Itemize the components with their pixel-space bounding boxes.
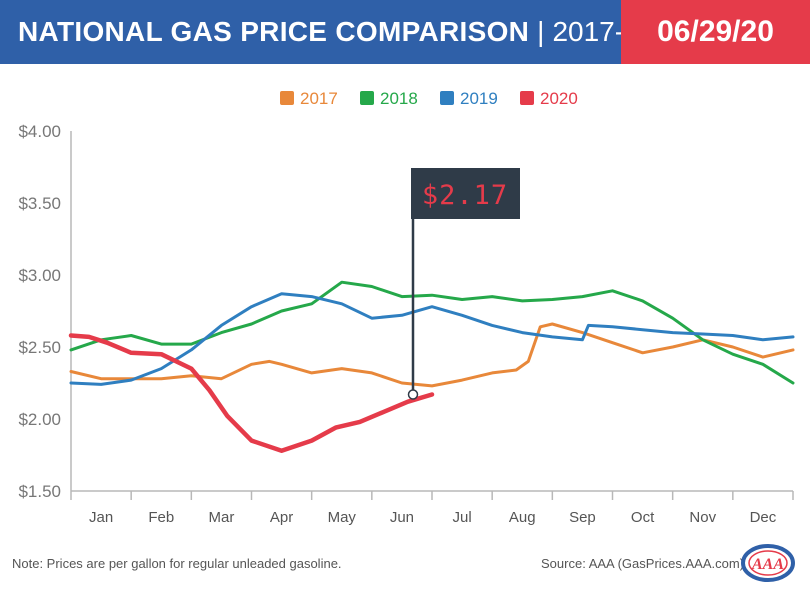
x-tick-label: Sep [569,509,596,526]
x-tick-label: Oct [631,509,655,526]
legend-label-2019: 2019 [460,89,498,108]
y-tick-label: $3.50 [18,194,61,213]
y-tick-label: $2.00 [18,410,61,429]
y-tick-label: $3.00 [18,266,61,285]
series-line-2018 [69,280,795,385]
legend-label-2020: 2020 [540,89,578,108]
source-credit: Source: AAA (GasPrices.AAA.com) [541,556,745,571]
svg-text:AAA: AAA [751,556,784,573]
y-axis: $1.50 $2.00 $2.50 $3.00 $3.50 $4.00 [18,122,72,501]
title-bar: NATIONAL GAS PRICE COMPARISON | 2017-2020 [0,0,686,64]
series-line-2017 [69,322,795,388]
legend-swatch-2018 [360,91,374,105]
y-tick-label: $1.50 [18,482,61,501]
legend-label-2017: 2017 [300,89,338,108]
chart-legend: 2017 2018 2019 2020 [280,89,578,108]
x-tick-label: Aug [509,509,536,526]
x-tick-label: Jan [89,509,113,526]
x-tick-label: May [328,509,357,526]
x-tick-label: Jul [452,509,471,526]
y-tick-label: $2.50 [18,338,61,357]
legend-swatch-2019 [440,91,454,105]
x-tick-label: Dec [750,509,777,526]
flag-anchor-point [407,389,419,400]
x-axis: Jan Feb Mar Apr May Jun Jul Aug Sep Oct Nov Dec [70,490,794,526]
footnote: Note: Prices are per gallon for regular … [12,556,342,571]
chart-title: NATIONAL GAS PRICE COMPARISON [18,16,530,47]
price-flag-annotation: $2.17 [407,168,520,400]
x-tick-label: Jun [390,509,414,526]
y-tick-label: $4.00 [18,122,61,141]
title-separator: | [537,16,545,47]
flag-price-label: $2.17 [422,180,508,211]
date-badge: 06/29/20 [621,0,810,64]
flag-box [411,168,520,219]
x-tick-label: Feb [148,509,174,526]
header: NATIONAL GAS PRICE COMPARISON | 2017-2020 … [0,0,810,64]
x-tick-label: Nov [689,509,716,526]
legend-label-2018: 2018 [380,89,418,108]
legend-swatch-2020 [520,91,534,105]
series-line-2019 [69,292,795,386]
series-line-2020 [68,333,435,453]
x-tick-label: Apr [270,509,293,526]
line-chart: 2017 2018 2019 2020 $1.50 $2.00 $2.50 $3.00 $3.… [18,89,795,526]
series-layer [68,280,795,453]
legend-swatch-2017 [280,91,294,105]
aaa-logo: AAA [741,544,795,582]
x-tick-label: Mar [208,509,234,526]
